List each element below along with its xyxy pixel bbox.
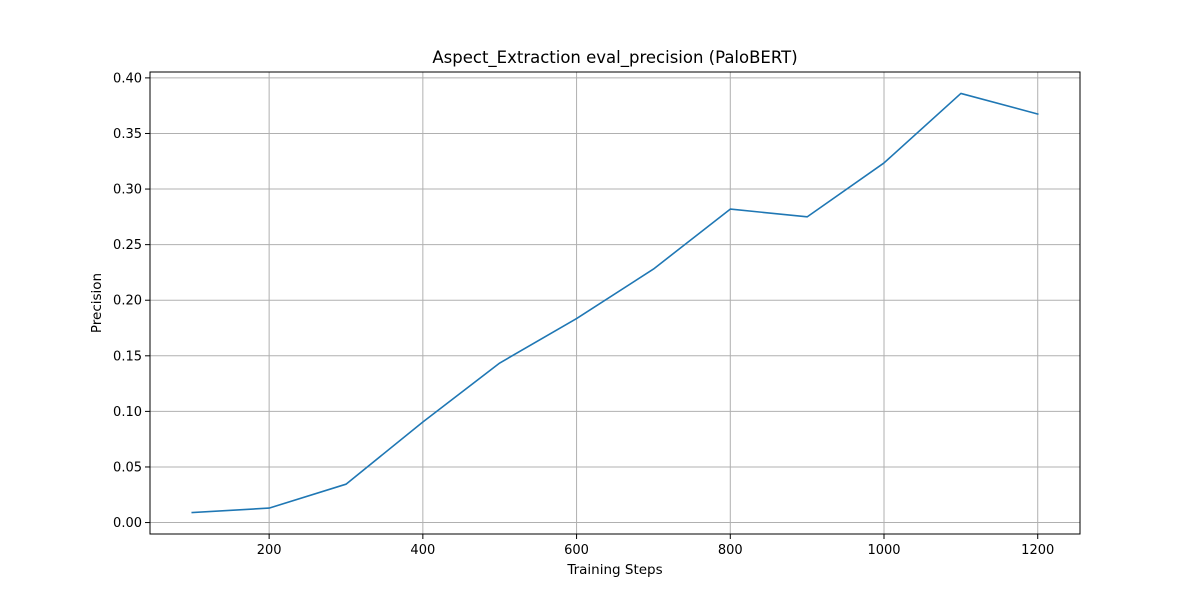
x-axis-title: Training Steps — [566, 562, 662, 578]
plot-frame — [149, 71, 1081, 535]
series-layer — [191, 92, 1039, 514]
y-tick-label: 0.25 — [113, 238, 142, 253]
x-tick-label: 1000 — [867, 543, 900, 558]
y-tick-label: 0.10 — [113, 405, 142, 420]
y-tick-label: 0.20 — [113, 294, 142, 309]
x-tick-label: 600 — [564, 543, 589, 558]
y-tick-label: 0.05 — [113, 460, 142, 475]
y-axis: 0.00 0.05 0.10 0.15 0.20 0.25 0.30 0.35 0.40 — [113, 71, 150, 531]
x-tick-label: 800 — [718, 543, 743, 558]
x-axis: 200 400 600 800 1000 1200 — [257, 534, 1054, 558]
grid-lines — [150, 72, 1080, 534]
x-tick-label: 200 — [257, 543, 282, 558]
chart-title: Aspect_Extraction eval_precision (PaloBE… — [432, 48, 797, 68]
x-tick-label: 400 — [410, 543, 435, 558]
series-line — [191, 92, 1039, 514]
x-tick-label: 1200 — [1021, 543, 1054, 558]
y-tick-label: 0.00 — [113, 516, 142, 531]
y-tick-label: 0.15 — [113, 349, 142, 364]
y-tick-label: 0.40 — [113, 71, 142, 86]
y-tick-label: 0.35 — [113, 127, 142, 142]
y-tick-label: 0.30 — [113, 183, 142, 198]
y-axis-title: Precision — [89, 273, 105, 333]
